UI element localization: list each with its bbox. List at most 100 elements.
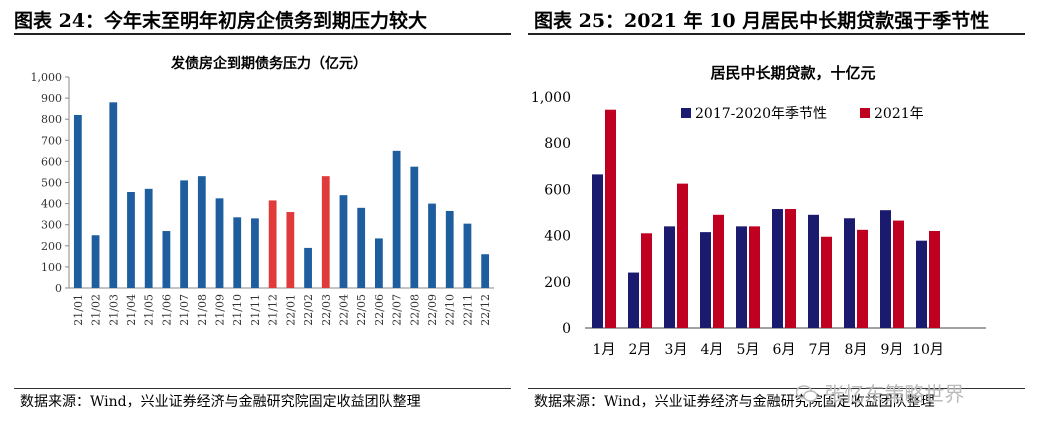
left-x-tick-label: 21/11 — [249, 294, 262, 326]
right-y-tick-label: 1,000 — [531, 90, 571, 106]
left-bar — [233, 217, 242, 288]
left-y-tick-label: 700 — [41, 134, 62, 147]
left-x-tick-label: 21/01 — [72, 294, 85, 326]
right-x-tick-label: 8月 — [845, 342, 868, 358]
left-x-tick-label: 21/02 — [90, 294, 103, 326]
left-x-tick-label: 22/03 — [320, 294, 333, 326]
left-y-tick-label: 500 — [41, 177, 62, 190]
left-bar — [463, 223, 472, 288]
left-bar — [144, 188, 153, 288]
left-bar — [321, 176, 330, 288]
left-x-tick-label: 22/02 — [302, 294, 315, 326]
left-source-note: 数据来源：Wind，兴业证券经济与金融研究院固定收益团队整理 — [20, 394, 421, 410]
right-x-tick-label: 4月 — [701, 342, 724, 358]
left-bar — [392, 150, 401, 288]
right-bar-2021 — [785, 209, 796, 328]
right-bar-2021 — [713, 214, 724, 328]
left-x-tick-label: 22/01 — [284, 294, 297, 326]
left-bar — [251, 218, 259, 288]
right-bar-2021 — [929, 230, 940, 328]
right-bar-seasonal — [844, 218, 855, 328]
left-bar — [410, 166, 419, 288]
left-bar — [73, 114, 82, 288]
left-bar-chart: 发债房企到期债务压力（亿元） 1,000 900 800 700 600 500 400 30… — [31, 55, 494, 326]
right-legend-label: 2017-2020年季节性 — [695, 106, 827, 122]
left-x-tick-label: 21/08 — [196, 294, 209, 326]
left-bar — [91, 235, 100, 288]
left-x-tick-label: 22/06 — [373, 294, 386, 326]
right-bar-2021 — [893, 220, 904, 328]
right-x-tick-label: 2月 — [629, 342, 652, 358]
right-bar-seasonal — [628, 272, 639, 328]
right-figure-heading: 图表 25：2021 年 10 月居民中长期贷款强于季节性 — [534, 10, 990, 32]
right-y-tick-label: 800 — [544, 136, 571, 152]
right-legend-swatch — [860, 108, 870, 118]
right-bar-seasonal — [592, 174, 603, 328]
left-bar — [162, 231, 171, 288]
left-x-tick-label: 21/09 — [214, 294, 227, 326]
left-bar — [268, 200, 277, 288]
right-chart-title: 居民中长期贷款，十亿元 — [710, 64, 875, 82]
left-y-tick-label: 800 — [41, 113, 62, 126]
left-bar — [304, 247, 312, 288]
left-bar — [215, 198, 224, 288]
left-x-tick-label: 21/04 — [125, 294, 138, 326]
right-bar-2021 — [821, 236, 832, 328]
right-bar-2021 — [605, 109, 616, 328]
left-bar — [286, 212, 295, 288]
left-x-tick-label: 22/11 — [461, 294, 474, 326]
left-y-tick-label: 100 — [41, 261, 62, 274]
right-legend-item: 2021年 — [860, 106, 924, 122]
left-source-rule — [14, 388, 511, 389]
left-x-tick-label: 22/09 — [426, 294, 439, 326]
right-x-tick-label: 5月 — [737, 342, 760, 358]
right-heading-rule — [528, 33, 1025, 35]
left-heading-rule — [14, 33, 511, 35]
right-x-tick-label: 7月 — [809, 342, 832, 358]
right-x-tick-label: 9月 — [881, 342, 904, 358]
right-bar-seasonal — [880, 210, 891, 328]
right-bar-seasonal — [808, 214, 819, 328]
left-x-tick-label: 21/06 — [160, 294, 173, 326]
right-bar-seasonal — [772, 209, 783, 328]
right-x-tick-label: 1月 — [593, 342, 616, 358]
left-bar — [197, 176, 206, 288]
right-x-tick-label: 10月 — [912, 342, 944, 358]
watermark-text: 张忆东策略世界 — [824, 382, 965, 406]
right-source-rule — [528, 388, 1025, 389]
right-legend-swatch — [681, 108, 691, 118]
right-source-note: 数据来源：Wind，兴业证券经济与金融研究院固定收益团队整理 — [534, 394, 935, 410]
left-x-tick-label: 22/05 — [355, 294, 368, 326]
watermark: 张忆东策略世界 — [795, 378, 965, 407]
right-legend-item: 2017-2020年季节性 — [681, 106, 827, 122]
left-bar — [180, 180, 188, 288]
left-x-tick-label: 21/12 — [267, 294, 280, 326]
left-bar — [481, 254, 490, 288]
right-bar-chart: 居民中长期贷款，十亿元 2017-2020年季节性 2021年 1,000 800 6… — [531, 64, 986, 358]
left-x-tick-label: 22/10 — [444, 294, 457, 326]
right-y-tick-label: 200 — [544, 275, 571, 291]
left-chart-title: 发债房企到期债务压力（亿元） — [170, 55, 367, 72]
left-x-tick-label: 22/12 — [479, 294, 492, 326]
right-bar-2021 — [641, 233, 652, 328]
left-x-tick-label: 21/05 — [143, 294, 156, 326]
left-figure-heading: 图表 24：今年末至明年初房企债务到期压力较大 — [14, 10, 428, 32]
left-x-tick-label: 22/04 — [337, 294, 350, 326]
right-bar-seasonal — [736, 226, 747, 328]
left-bar — [357, 207, 366, 288]
right-x-tick-label: 6月 — [773, 342, 796, 358]
right-x-tick-label: 3月 — [665, 342, 688, 358]
right-bar-2021 — [749, 226, 760, 328]
right-bar-2021 — [677, 183, 688, 328]
left-bar — [109, 102, 118, 288]
left-x-tick-label: 22/08 — [408, 294, 421, 326]
right-bar-2021 — [857, 229, 868, 328]
wechat-icon — [795, 385, 818, 402]
left-y-tick-label: 900 — [41, 92, 62, 105]
right-bar-seasonal — [664, 226, 675, 328]
right-bar-seasonal — [700, 232, 711, 328]
left-y-tick-label: 1,000 — [31, 71, 63, 84]
left-bar — [445, 210, 454, 288]
right-y-tick-label: 400 — [544, 229, 571, 245]
right-bar-seasonal — [916, 240, 927, 328]
